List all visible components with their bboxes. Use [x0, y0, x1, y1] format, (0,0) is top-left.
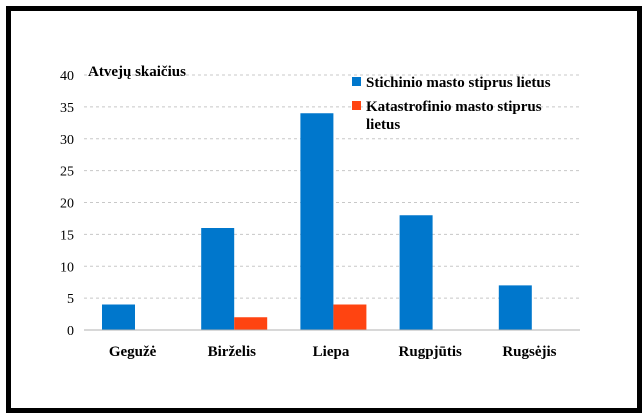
y-axis-label: Atvejų skaičius — [88, 64, 186, 80]
bar — [300, 113, 334, 330]
y-tick-label: 20 — [60, 197, 74, 212]
y-tick-label: 40 — [60, 69, 74, 84]
bar — [234, 317, 268, 330]
y-tick-label: 5 — [67, 292, 74, 307]
y-tick-label: 0 — [67, 324, 74, 339]
bar — [498, 285, 532, 330]
legend-label-katastrofinio: Katastrofinio masto stiprus lietus — [366, 99, 545, 133]
y-tick-label: 15 — [60, 228, 74, 243]
bar — [333, 304, 367, 330]
bars — [102, 113, 532, 330]
bar — [201, 228, 235, 330]
legend: Stichinio masto stiprus lietus Katastrof… — [352, 75, 551, 133]
bar — [399, 215, 433, 330]
y-tick-label: 10 — [60, 260, 74, 275]
x-category-label: Rugpjūtis — [399, 344, 463, 360]
legend-swatch-katastrofinio — [352, 101, 361, 110]
legend-label-stichinio: Stichinio masto stiprus lietus — [366, 75, 551, 91]
x-axis-categories: Gegužė Birželis Liepa Rugpjūtis Rugsėjis — [109, 344, 557, 360]
legend-swatch-stichinio — [352, 77, 361, 86]
x-category-label: Gegužė — [109, 344, 157, 360]
x-category-label: Rugsėjis — [502, 344, 556, 360]
x-category-label: Birželis — [208, 344, 256, 360]
y-axis-ticks: 0 5 10 15 20 25 30 35 40 — [60, 69, 74, 339]
y-tick-label: 35 — [60, 101, 74, 116]
x-category-label: Liepa — [313, 344, 350, 360]
y-tick-label: 25 — [60, 165, 74, 180]
bar — [102, 304, 135, 330]
y-tick-label: 30 — [60, 133, 74, 148]
